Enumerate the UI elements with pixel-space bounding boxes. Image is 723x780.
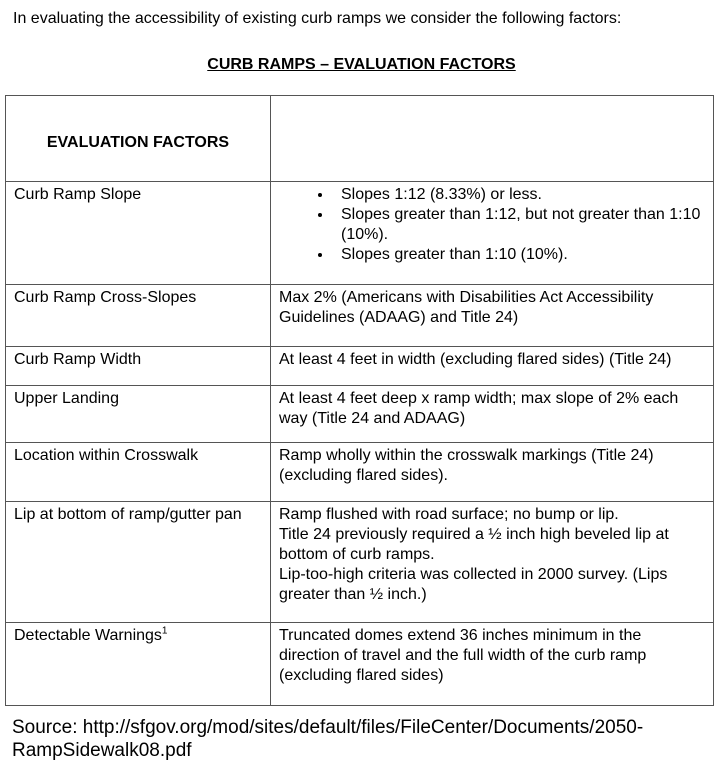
criteria-cell: At least 4 feet deep x ramp width; max s… xyxy=(270,385,714,443)
criteria-bullet: Slopes greater than 1:10 (10%). xyxy=(333,245,705,265)
table-row: Curb Ramp Cross-Slopes Max 2% (Americans… xyxy=(5,284,714,347)
factor-label: Detectable Warnings xyxy=(14,627,162,644)
criteria-line: Title 24 previously required a ½ inch hi… xyxy=(279,526,669,563)
factor-cell: Location within Crosswalk xyxy=(5,442,271,502)
intro-text: In evaluating the accessibility of exist… xyxy=(13,10,622,27)
header-criteria xyxy=(270,95,714,182)
criteria-line: Ramp flushed with road surface; no bump … xyxy=(279,506,619,523)
criteria-cell: Ramp wholly within the crosswalk marking… xyxy=(270,442,714,502)
table-row: Upper Landing At least 4 feet deep x ram… xyxy=(5,385,714,443)
criteria-cell: Max 2% (Americans with Disabilities Act … xyxy=(270,284,714,347)
criteria-bullet: Slopes greater than 1:12, but not greate… xyxy=(333,205,705,245)
criteria-bullet: Slopes 1:12 (8.33%) or less. xyxy=(333,185,705,205)
factor-cell: Lip at bottom of ramp/gutter pan xyxy=(5,501,271,623)
table-title: CURB RAMPS – EVALUATION FACTORS xyxy=(207,56,516,73)
factor-cell: Curb Ramp Slope xyxy=(5,181,271,285)
evaluation-factors-table: EVALUATION FACTORS Curb Ramp Slope Slope… xyxy=(5,95,714,706)
table-row: Lip at bottom of ramp/gutter pan Ramp fl… xyxy=(5,501,714,623)
factor-cell: Detectable Warnings1 xyxy=(5,622,271,706)
criteria-cell: At least 4 feet in width (excluding flar… xyxy=(270,346,714,386)
source-citation: Source: http://sfgov.org/mod/sites/defau… xyxy=(12,717,644,761)
criteria-line: Lip-too-high criteria was collected in 2… xyxy=(279,566,668,603)
factor-cell: Curb Ramp Cross-Slopes xyxy=(5,284,271,347)
table-header-row: EVALUATION FACTORS xyxy=(5,95,714,182)
factor-cell: Curb Ramp Width xyxy=(5,346,271,386)
table-row: Curb Ramp Slope Slopes 1:12 (8.33%) or l… xyxy=(5,181,714,285)
table-row: Location within Crosswalk Ramp wholly wi… xyxy=(5,442,714,502)
factor-cell: Upper Landing xyxy=(5,385,271,443)
table-row: Detectable Warnings1 Truncated domes ext… xyxy=(5,622,714,706)
header-factors: EVALUATION FACTORS xyxy=(5,95,271,182)
criteria-cell: Truncated domes extend 36 inches minimum… xyxy=(270,622,714,706)
footnote-marker: 1 xyxy=(161,625,168,637)
table-row: Curb Ramp Width At least 4 feet in width… xyxy=(5,346,714,386)
criteria-cell: Slopes 1:12 (8.33%) or less. Slopes grea… xyxy=(270,181,714,285)
criteria-cell: Ramp flushed with road surface; no bump … xyxy=(270,501,714,623)
